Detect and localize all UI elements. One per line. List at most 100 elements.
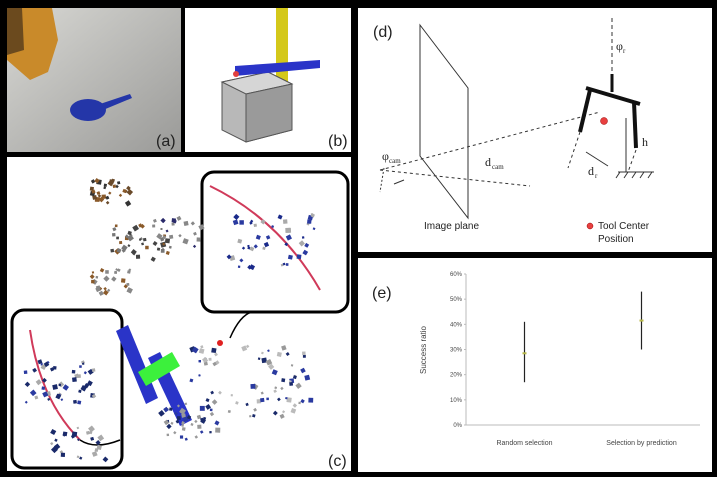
panel-a: (a) (7, 8, 181, 152)
cloud-point (172, 218, 176, 222)
cloud-point (302, 352, 306, 356)
cloud-point (197, 237, 201, 241)
cloud-point (169, 407, 172, 410)
cloud-point (182, 427, 186, 431)
cloud-point (119, 241, 122, 244)
cloud-point (198, 360, 201, 363)
cloud-point (215, 428, 220, 433)
cloud-point (285, 397, 287, 399)
cloud-point (79, 365, 82, 368)
cloud-point (260, 398, 264, 402)
y-tick-label: 20% (450, 373, 463, 379)
cloud-point (281, 378, 285, 382)
cloud-point (239, 220, 243, 224)
cloud-point (308, 398, 313, 403)
cloud-point (183, 221, 188, 226)
mean-marker (640, 320, 644, 322)
caption: Image plane (424, 221, 479, 232)
tool-center (601, 118, 608, 125)
panel-label: (a) (156, 133, 176, 150)
cloud-point (211, 348, 216, 353)
legend-dot (587, 223, 593, 229)
cloud-point (104, 184, 107, 187)
cloud-point (99, 198, 102, 201)
y-tick-label: 40% (450, 322, 463, 328)
cloud-point (126, 283, 129, 286)
cloud-point (96, 276, 99, 279)
panel-label: (d) (373, 24, 393, 41)
caption: Position (598, 234, 634, 245)
cloud-point (286, 263, 289, 266)
cloud-point (250, 384, 255, 389)
cloud-point (289, 382, 293, 386)
cloud-point (307, 219, 311, 223)
cloud-point (200, 406, 205, 411)
panel-c: (c) (7, 157, 351, 471)
panel-label: (b) (328, 133, 348, 150)
panel-e: (e) Success ratio 0% 10% 20% 30% 40% 50% 60% Ra… (358, 258, 712, 472)
cloud-point (209, 431, 211, 433)
cloud-point (261, 358, 267, 364)
cloud-point (169, 235, 173, 239)
cloud-point (72, 370, 76, 374)
y-tick-label: 10% (450, 398, 463, 404)
cloud-point (210, 409, 213, 412)
x-tick-label: Random selection (496, 440, 552, 447)
panel-b: (b) (185, 8, 351, 152)
cloud-point (115, 224, 118, 227)
cloud-point (302, 236, 304, 238)
cloud-point (61, 453, 65, 457)
cloud-point (91, 280, 94, 283)
cloud-point (114, 271, 117, 274)
cloud-point (52, 384, 58, 390)
cloud-point (73, 400, 77, 404)
cloud-point (152, 224, 155, 227)
cloud-point (102, 194, 106, 198)
cloud-point (231, 394, 233, 396)
cloud-point (143, 238, 147, 242)
robot-shadow (7, 8, 24, 55)
cloud-point (112, 233, 116, 237)
y-tick-label: 60% (450, 272, 463, 278)
cloud-point (145, 246, 148, 249)
subscript: cam (492, 163, 504, 171)
cloud-point (171, 222, 174, 225)
cloud-point (121, 278, 126, 283)
y-tick-label: 30% (450, 348, 463, 354)
cloud-point (177, 416, 181, 420)
panel-label: (e) (372, 285, 392, 302)
y-tick-label: 0% (453, 423, 462, 429)
ladle-bowl (70, 99, 106, 121)
cloud-point (92, 368, 96, 372)
cloud-point (63, 431, 68, 436)
cloud-point (160, 228, 162, 230)
cloud-point (105, 270, 109, 274)
cloud-point (297, 254, 302, 259)
cloud-point (167, 434, 170, 437)
cloud-point (41, 386, 45, 390)
cloud-point (209, 358, 212, 361)
y-axis-label: Success ratio (419, 325, 428, 374)
symbol: d (588, 164, 594, 178)
symbol: d (485, 155, 491, 169)
contact-point (233, 71, 239, 77)
figure: (a) (b) (c) (0, 0, 717, 477)
symbol: φ (616, 39, 623, 53)
cloud-point (157, 247, 160, 250)
cloud-point (139, 239, 141, 241)
x-tick-label: Selection by prediction (606, 440, 677, 447)
cloud-point (180, 435, 183, 438)
finger (634, 102, 636, 148)
cloud-point (165, 238, 170, 243)
cloud-point (77, 400, 81, 404)
cloud-point (283, 219, 288, 224)
subscript: cam (389, 157, 401, 165)
cloud-point (238, 266, 240, 268)
cloud-point (92, 271, 94, 273)
cloud-point (249, 415, 251, 417)
diagram-area (358, 8, 712, 252)
symbol: h (642, 135, 648, 149)
y-tick-label: 50% (450, 297, 463, 303)
mean-marker (523, 352, 527, 354)
cloud-point (113, 184, 117, 188)
